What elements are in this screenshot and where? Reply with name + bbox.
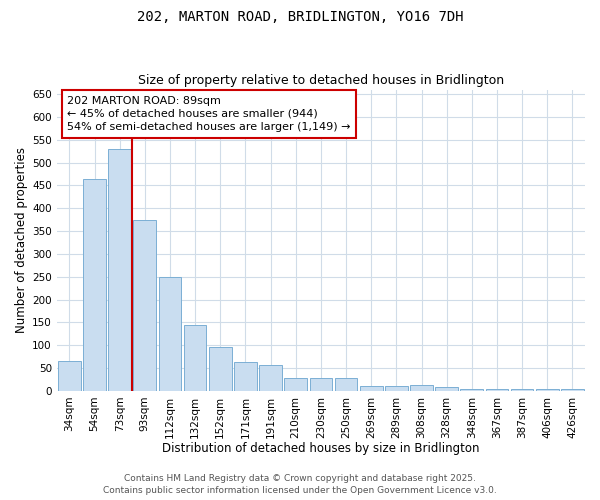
Bar [58,361,80,391]
Text: 202 MARTON ROAD: 89sqm
← 45% of detached houses are smaller (944)
54% of semi-de: 202 MARTON ROAD: 89sqm ← 45% of detached… [67,96,351,132]
Bar [511,388,533,391]
Bar [536,388,559,391]
X-axis label: Distribution of detached houses by size in Bridlington: Distribution of detached houses by size … [162,442,479,455]
Bar [184,324,206,391]
Bar [561,388,584,391]
Bar [485,388,508,391]
Bar [385,386,407,391]
Bar [109,149,131,391]
Bar [460,388,483,391]
Bar [83,178,106,391]
Y-axis label: Number of detached properties: Number of detached properties [15,147,28,333]
Bar [133,220,156,391]
Text: Contains HM Land Registry data © Crown copyright and database right 2025.
Contai: Contains HM Land Registry data © Crown c… [103,474,497,495]
Bar [360,386,383,391]
Title: Size of property relative to detached houses in Bridlington: Size of property relative to detached ho… [138,74,504,87]
Bar [410,386,433,391]
Bar [436,387,458,391]
Bar [310,378,332,391]
Bar [209,348,232,391]
Bar [284,378,307,391]
Bar [335,378,358,391]
Bar [234,362,257,391]
Text: 202, MARTON ROAD, BRIDLINGTON, YO16 7DH: 202, MARTON ROAD, BRIDLINGTON, YO16 7DH [137,10,463,24]
Bar [259,365,282,391]
Bar [158,276,181,391]
